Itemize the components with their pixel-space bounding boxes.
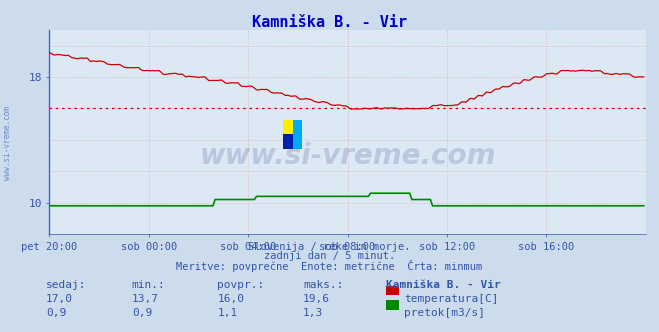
Text: Kamniška B. - Vir: Kamniška B. - Vir [386, 280, 500, 290]
Text: min.:: min.: [132, 280, 165, 290]
Text: povpr.:: povpr.: [217, 280, 265, 290]
Text: Kamniška B. - Vir: Kamniška B. - Vir [252, 15, 407, 30]
Text: 17,0: 17,0 [46, 294, 73, 304]
Text: Slovenija / reke in morje.: Slovenija / reke in morje. [248, 242, 411, 252]
Text: www.si-vreme.com: www.si-vreme.com [200, 142, 496, 170]
Text: 16,0: 16,0 [217, 294, 244, 304]
Text: www.si-vreme.com: www.si-vreme.com [3, 106, 13, 180]
Text: 13,7: 13,7 [132, 294, 159, 304]
Text: zadnji dan / 5 minut.: zadnji dan / 5 minut. [264, 251, 395, 261]
Text: 0,9: 0,9 [132, 308, 152, 318]
Text: temperatura[C]: temperatura[C] [404, 294, 498, 304]
Text: 1,3: 1,3 [303, 308, 324, 318]
Text: pretok[m3/s]: pretok[m3/s] [404, 308, 485, 318]
Text: sedaj:: sedaj: [46, 280, 86, 290]
Text: 1,1: 1,1 [217, 308, 238, 318]
Text: 0,9: 0,9 [46, 308, 67, 318]
Text: Meritve: povprečne  Enote: metrične  Črta: minmum: Meritve: povprečne Enote: metrične Črta:… [177, 260, 482, 272]
Text: maks.:: maks.: [303, 280, 343, 290]
Text: 19,6: 19,6 [303, 294, 330, 304]
